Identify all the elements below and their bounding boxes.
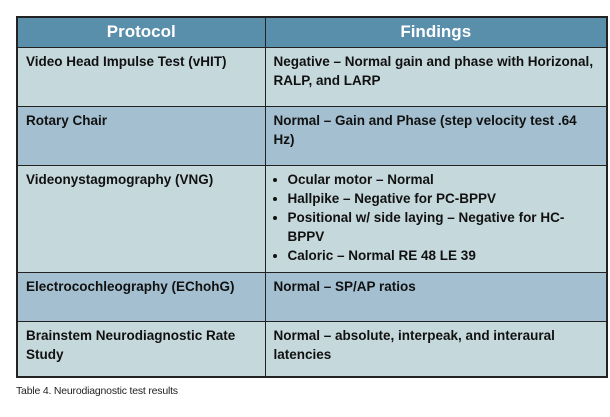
header-protocol: Protocol	[16, 16, 266, 48]
protocol-cell: Rotary Chair	[16, 106, 266, 166]
table-row: Videonystagmography (VNG) Ocular motor –…	[16, 165, 608, 273]
list-item: Ocular motor – Normal	[288, 170, 599, 189]
protocol-cell: Electrocochleography (EChohG)	[16, 272, 266, 322]
findings-cell: Normal – absolute, interpeak, and intera…	[264, 321, 608, 377]
list-item: Positional w/ side laying – Negative for…	[288, 208, 599, 246]
table-caption: Table 4. Neurodiagnostic test results	[16, 385, 178, 397]
header-row: Protocol Findings	[16, 16, 608, 48]
list-item: Hallpike – Negative for PC-BPPV	[288, 189, 599, 208]
findings-cell: Negative – Normal gain and phase with Ho…	[264, 47, 608, 107]
table-row: Electrocochleography (EChohG) Normal – S…	[16, 272, 608, 322]
protocol-cell: Videonystagmography (VNG)	[16, 165, 266, 273]
protocol-cell: Brainstem Neurodiagnostic Rate Study	[16, 321, 266, 377]
header-findings: Findings	[264, 16, 608, 48]
findings-cell: Normal – Gain and Phase (step velocity t…	[264, 106, 608, 166]
table-row: Video Head Impulse Test (vHIT) Negative …	[16, 47, 608, 107]
findings-cell: Ocular motor – Normal Hallpike – Negativ…	[264, 165, 608, 273]
table-row: Brainstem Neurodiagnostic Rate Study Nor…	[16, 321, 608, 377]
findings-cell: Normal – SP/AP ratios	[264, 272, 608, 322]
results-table: Protocol Findings Video Head Impulse Tes…	[16, 16, 608, 378]
protocol-cell: Video Head Impulse Test (vHIT)	[16, 47, 266, 107]
findings-list: Ocular motor – Normal Hallpike – Negativ…	[274, 170, 599, 265]
list-item: Caloric – Normal RE 48 LE 39	[288, 246, 599, 265]
table-row: Rotary Chair Normal – Gain and Phase (st…	[16, 106, 608, 166]
